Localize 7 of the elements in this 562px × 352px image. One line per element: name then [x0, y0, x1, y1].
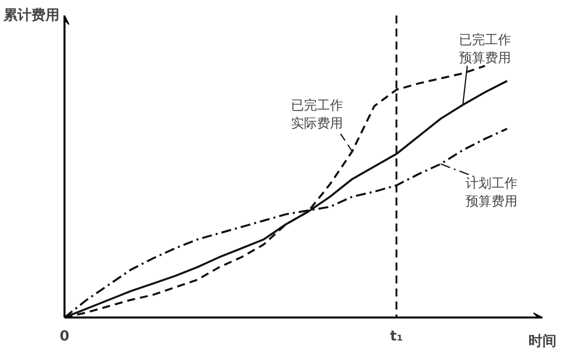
y-axis-title: 累计费用 [2, 8, 60, 24]
series-label: 已完工作预算费用 [458, 32, 511, 66]
x-tick-label: 0 [60, 328, 70, 344]
series-label: 已完工作实际费用 [290, 97, 343, 132]
x-axis-title: 时间 [528, 334, 556, 350]
legend-label: 计划工作预算费用 [466, 176, 518, 210]
x-tick-label: t₁ [390, 328, 403, 344]
